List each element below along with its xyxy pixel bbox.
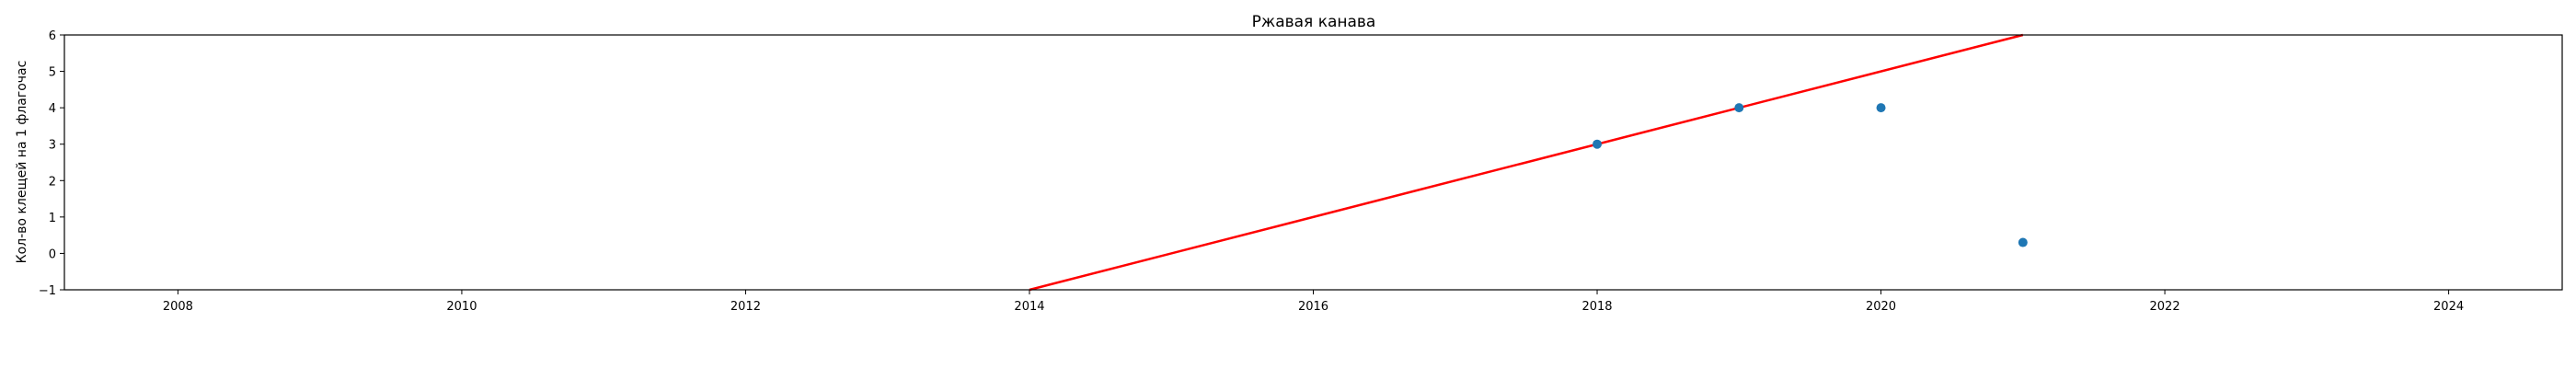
y-tick-label: 1 <box>49 212 56 225</box>
chart-title: Ржавая канава <box>1252 13 1376 31</box>
data-point <box>2018 237 2028 247</box>
plot-frame <box>63 34 2563 291</box>
y-tick-label: 6 <box>49 29 56 43</box>
x-tick-label: 2020 <box>1866 300 1896 314</box>
y-axis-label: Кол-во клещей на 1 флагочас <box>15 61 29 264</box>
y-tick-label: 4 <box>49 102 56 116</box>
data-point <box>1734 103 1744 113</box>
y-tick-label: 0 <box>49 247 56 261</box>
y-tick-label: −1 <box>39 284 56 298</box>
x-tick-label: 2016 <box>1298 300 1328 314</box>
x-tick-label: 2024 <box>2433 300 2464 314</box>
y-tick-label: 5 <box>49 66 56 80</box>
y-tick-label: 2 <box>49 175 56 189</box>
trend-line-group <box>1029 33 2024 292</box>
y-tick-label: 3 <box>49 139 56 153</box>
data-point <box>1593 139 1603 149</box>
data-point <box>1876 103 1886 113</box>
axis-ticks: 2008 2010 2012 2014 2016 2018 2020 2022 2024 −1 0 1… <box>39 29 2464 314</box>
trend-line <box>1029 33 2024 292</box>
data-points <box>1593 103 2028 247</box>
x-tick-label: 2014 <box>1014 300 1044 314</box>
x-tick-label: 2022 <box>2150 300 2180 314</box>
x-tick-label: 2012 <box>730 300 761 314</box>
x-tick-label: 2008 <box>163 300 193 314</box>
x-tick-label: 2018 <box>1581 300 1612 314</box>
x-tick-label: 2010 <box>446 300 477 314</box>
